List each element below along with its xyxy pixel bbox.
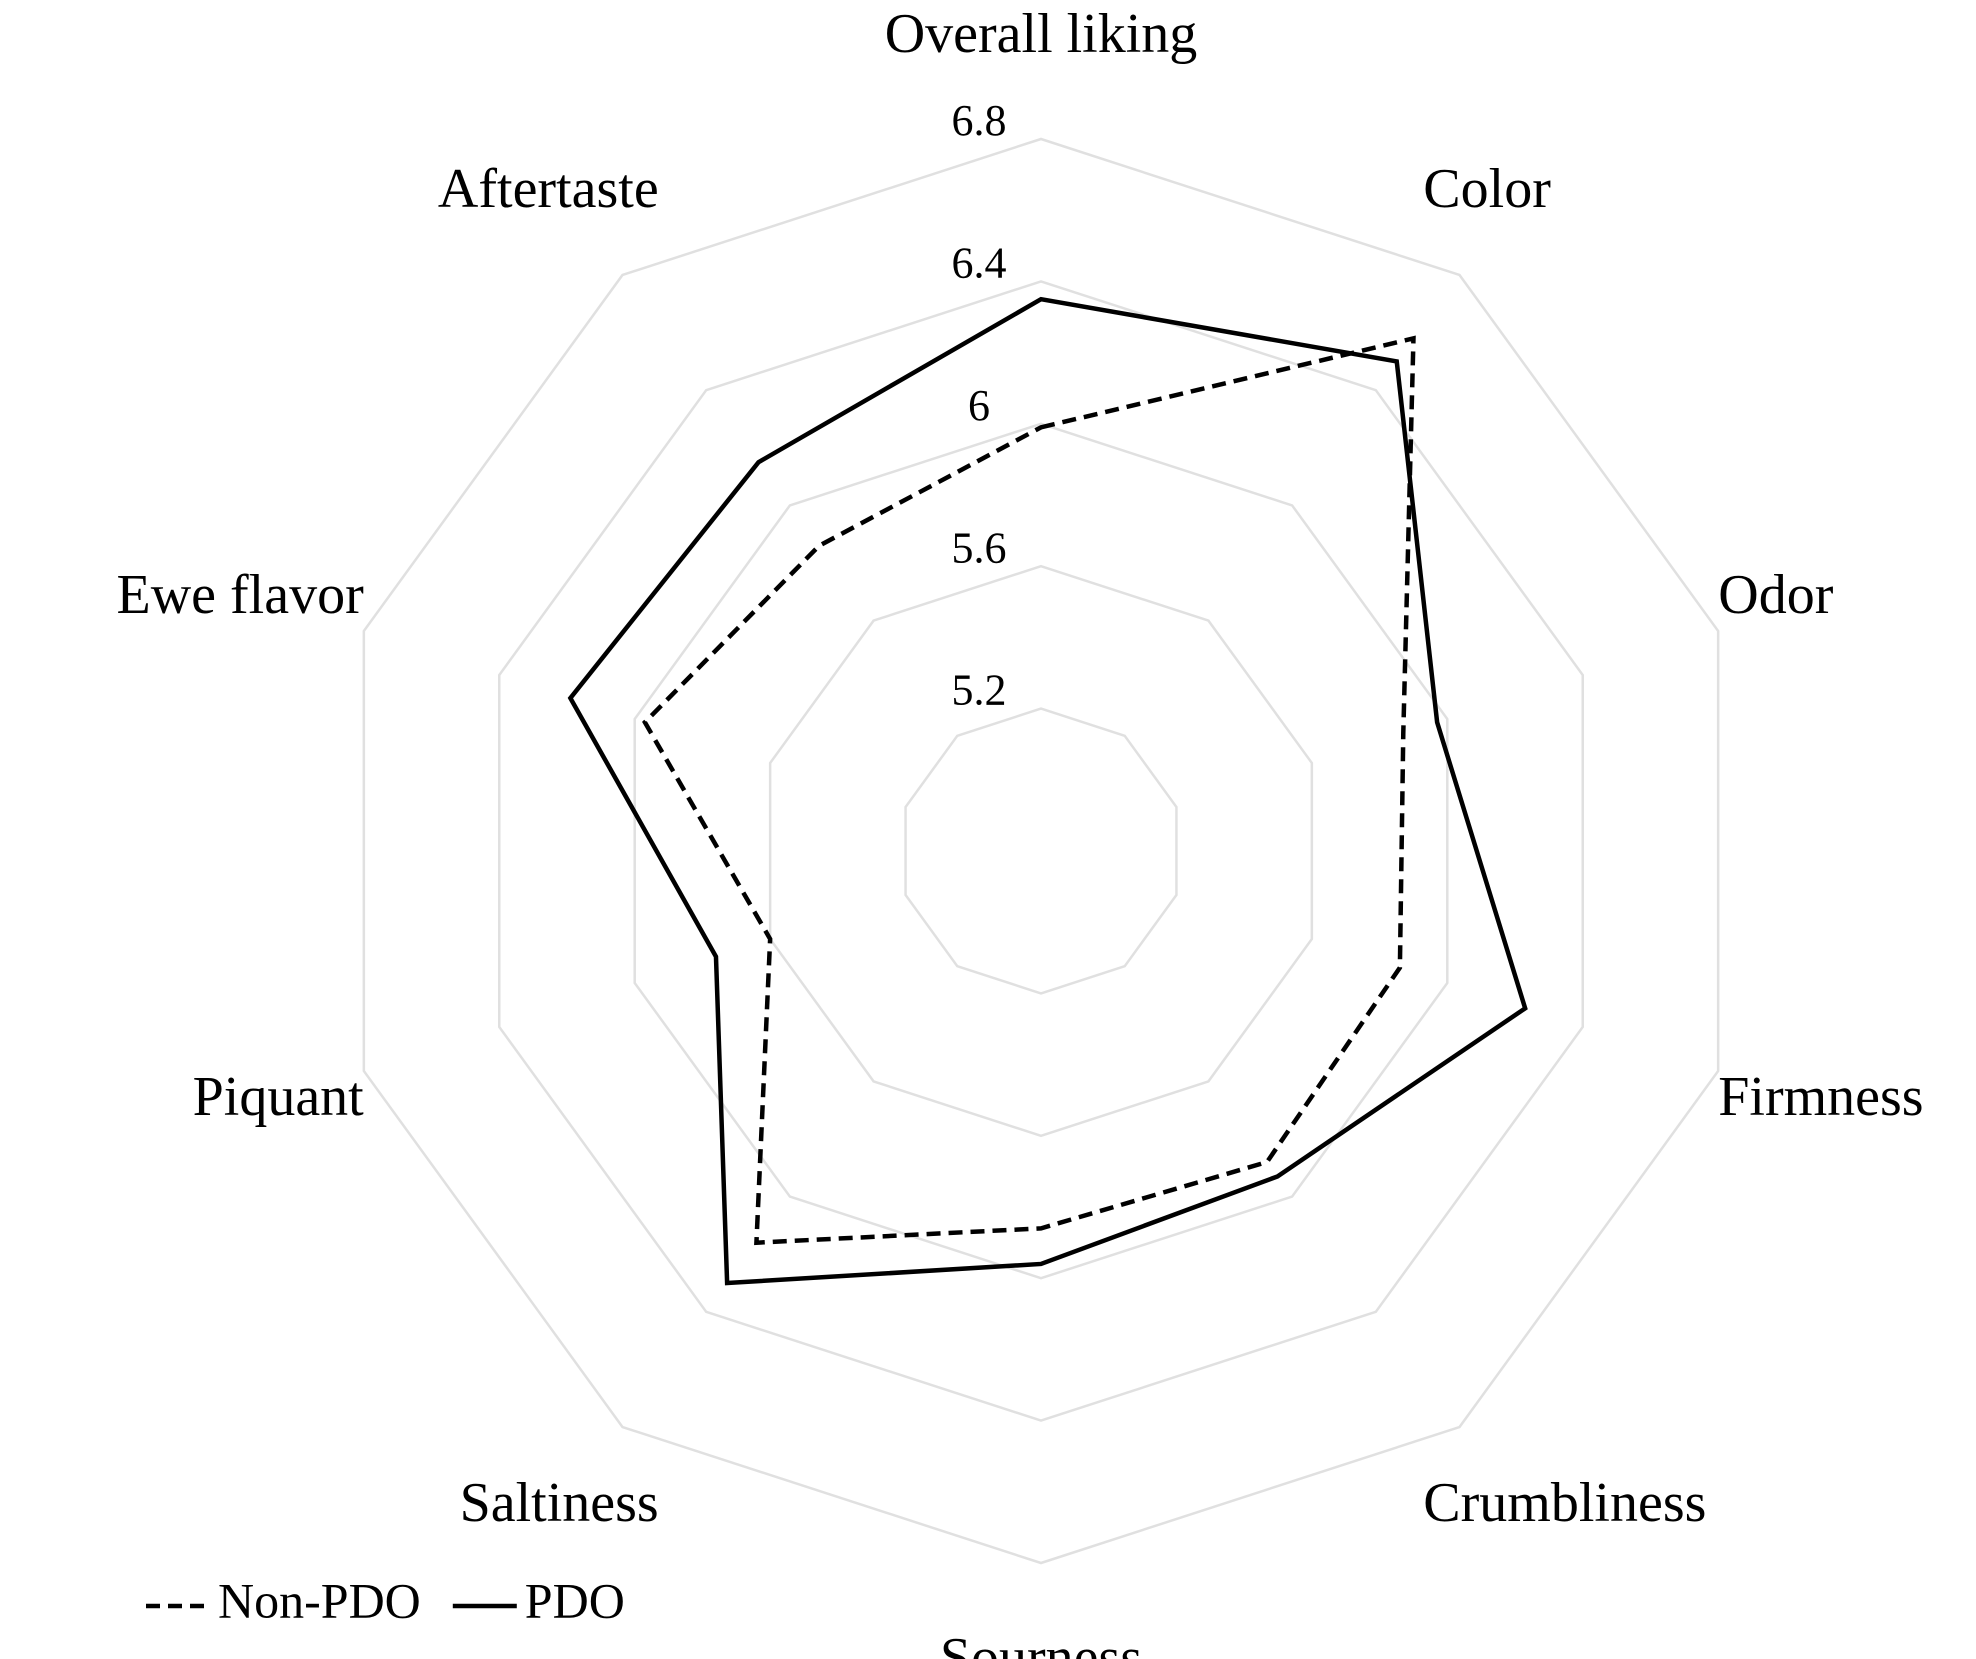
grid-ring xyxy=(904,707,1178,995)
grid-ring xyxy=(362,137,1720,1565)
axis-label: Overall liking xyxy=(885,3,1198,65)
axis-label: Firmness xyxy=(1718,1066,1923,1128)
axis-label: Saltiness xyxy=(460,1472,659,1534)
r-tick-label: 5.6 xyxy=(952,523,1007,572)
axis-label: Sourness xyxy=(940,1627,1142,1659)
series-line xyxy=(567,296,1528,1286)
legend-label: PDO xyxy=(525,1572,625,1628)
grid-ring xyxy=(768,564,1314,1138)
axis-label: Crumbliness xyxy=(1423,1472,1706,1534)
legend-label: Non-PDO xyxy=(218,1572,421,1628)
r-tick-label: 6.4 xyxy=(952,238,1007,287)
axis-label: Piquant xyxy=(193,1066,365,1128)
r-tick-label: 6.8 xyxy=(952,96,1007,145)
axis-label: Odor xyxy=(1718,564,1833,626)
axis-label: Aftertaste xyxy=(438,158,659,220)
axis-label: Ewe flavor xyxy=(117,564,365,626)
grid-ring xyxy=(633,422,1449,1280)
grid-ring xyxy=(498,280,1584,1422)
series-line xyxy=(642,335,1416,1246)
axis-label: Color xyxy=(1423,158,1551,220)
r-tick-label: 5.2 xyxy=(952,666,1007,715)
r-tick-label: 6 xyxy=(968,381,990,430)
